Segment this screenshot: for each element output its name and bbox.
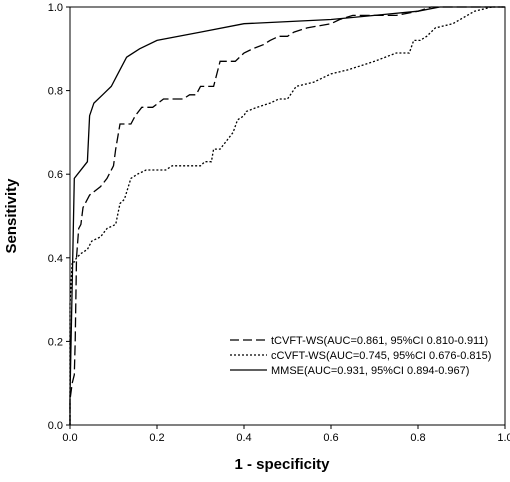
x-tick-label: 0.4: [236, 432, 251, 444]
y-tick-label: 0.8: [48, 86, 63, 98]
legend: tCVFT-WS(AUC=0.861, 95%CI 0.810-0.911) c…: [224, 330, 502, 380]
y-tick-label: 1.0: [48, 2, 63, 14]
x-tick-label: 0.6: [323, 432, 338, 444]
series-layer: [69, 6, 505, 425]
y-tick-label: 0.4: [48, 253, 63, 265]
x-tick-label: 0.8: [410, 432, 425, 444]
x-tick-label: 1.0: [497, 432, 510, 444]
plot-frame: [69, 6, 506, 426]
legend-label-ccvft: cCVFT-WS(AUC=0.745, 95%CI 0.676-0.815): [271, 350, 491, 362]
y-axis-ticks: 0.0 0.2 0.4 0.6 0.8 1.0: [48, 2, 70, 432]
x-tick-label: 0.2: [149, 432, 164, 444]
mmse-curve: [69, 6, 505, 425]
y-tick-label: 0.0: [48, 420, 63, 432]
y-tick-label: 0.6: [48, 169, 63, 181]
legend-box: [224, 330, 502, 380]
y-axis-title: Sensitivity: [3, 178, 20, 254]
x-axis-title: 1 - specificity: [234, 456, 330, 473]
y-tick-label: 0.2: [48, 336, 63, 348]
legend-label-mmse: MMSE(AUC=0.931, 95%CI 0.894-0.967): [271, 365, 469, 377]
ccvft-ws-curve: [69, 6, 505, 425]
x-axis-ticks: 0.0 0.2 0.4 0.6 0.8 1.0: [62, 425, 510, 444]
x-tick-label: 0.0: [62, 432, 77, 444]
legend-label-tcvft: tCVFT-WS(AUC=0.861, 95%CI 0.810-0.911): [271, 335, 488, 347]
tcvft-ws-curve: [69, 6, 505, 425]
